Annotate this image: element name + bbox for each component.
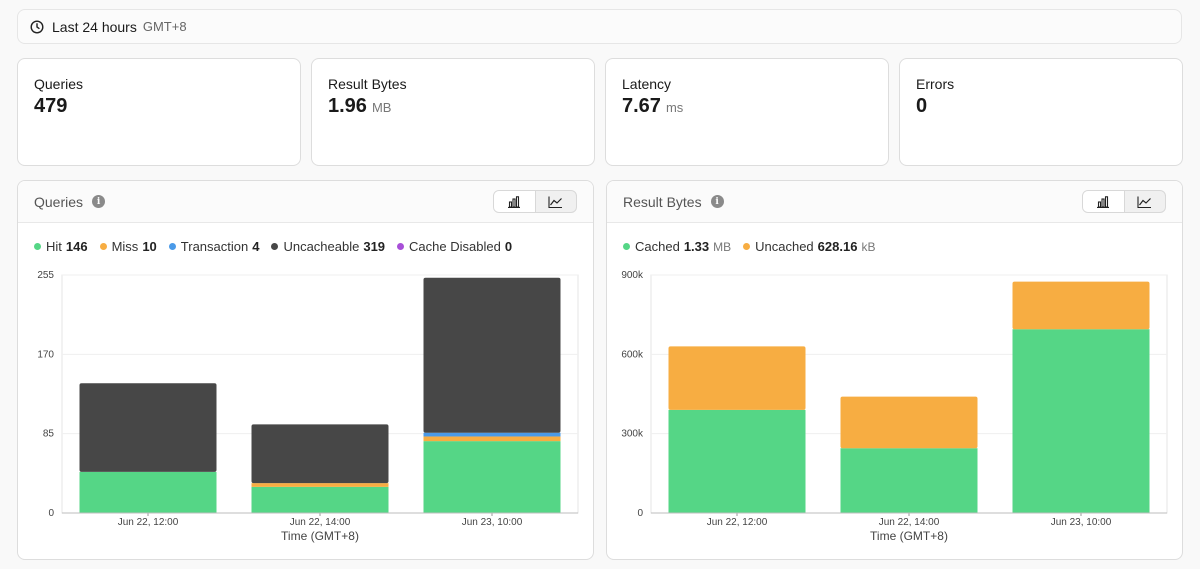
info-icon[interactable]: i xyxy=(92,195,106,208)
x-axis-title: Time (GMT+8) xyxy=(870,529,948,543)
y-tick-label: 255 xyxy=(37,270,54,281)
bar-chart-icon xyxy=(1097,195,1110,208)
legend-unit: kB xyxy=(861,239,876,254)
line-chart-button[interactable] xyxy=(1125,191,1166,212)
bar-transaction xyxy=(423,432,561,437)
legend-name: Uncached xyxy=(755,239,814,254)
bar-uncached xyxy=(1012,281,1150,330)
line-chart-button[interactable] xyxy=(536,191,577,212)
stat-label: Latency xyxy=(622,76,672,92)
legend-name: Miss xyxy=(111,239,139,254)
legend-name: Cache Disabled xyxy=(409,239,501,254)
bar-uncacheable xyxy=(251,424,389,484)
stat-value: 479 xyxy=(34,95,68,117)
bar-uncacheable xyxy=(423,277,561,433)
line-chart-icon xyxy=(548,196,563,208)
bar-miss xyxy=(251,483,389,487)
legend-dot xyxy=(34,243,41,250)
legend-dot xyxy=(271,243,279,250)
legend-item-uncached[interactable]: Uncached 628.16 kB xyxy=(743,239,875,254)
result-bytes-bar-chart: 0 300k 600k 900k Jun 22, 12:00 Jun 22, 14:00 J… xyxy=(621,270,1168,543)
x-tick-label: Jun 22, 14:00 xyxy=(879,517,940,528)
bar-chart-icon xyxy=(508,195,521,208)
bar-uncached xyxy=(840,396,978,449)
legend-dot xyxy=(168,243,176,250)
queries-chart-panel: Queries i Hit 146 Miss 10 xyxy=(17,180,594,560)
bar-uncacheable xyxy=(79,383,217,472)
y-tick-label: 900k xyxy=(621,270,644,281)
legend-dot xyxy=(99,243,107,250)
legend-name: Transaction xyxy=(180,239,249,254)
legend-item-transaction[interactable]: Transaction 4 xyxy=(168,239,260,254)
stat-label: Errors xyxy=(916,76,955,92)
y-tick-label: 85 xyxy=(43,429,55,440)
legend-value: 146 xyxy=(65,239,88,254)
x-axis-title: Time (GMT+8) xyxy=(281,529,359,543)
legend-value: 319 xyxy=(363,239,386,254)
bar-miss xyxy=(423,436,561,442)
stat-label: Result Bytes xyxy=(328,76,407,92)
legend-item-cached[interactable]: Cached 1.33 MB xyxy=(623,239,731,254)
x-tick-label: Jun 22, 14:00 xyxy=(290,517,351,528)
queries-bar-chart: 0 85 170 255 Jun 22, 12:00 Jun 22, 14:00 Jun 2… xyxy=(37,270,579,543)
stat-value: 0 xyxy=(916,95,928,117)
chart-legend: Hit 146 Miss 10 Transaction 4 Uncacheabl… xyxy=(34,239,524,254)
bar-hit xyxy=(79,471,217,513)
bar-uncached xyxy=(668,346,806,410)
stat-card-queries: Queries 479 xyxy=(17,58,301,166)
chart-type-toggle xyxy=(493,190,577,213)
x-tick-label: Jun 22, 12:00 xyxy=(707,517,768,528)
y-tick-label: 170 xyxy=(37,349,54,360)
legend-name: Cached xyxy=(635,239,680,254)
legend-dot xyxy=(623,243,630,250)
legend-unit: MB xyxy=(713,239,732,254)
stat-value: 1.96 xyxy=(328,95,367,117)
legend-value: 10 xyxy=(142,239,157,254)
panel-title: Result Bytes xyxy=(623,193,702,210)
legend-value: 628.16 xyxy=(817,239,858,254)
panel-title: Queries xyxy=(34,193,84,210)
x-tick-label: Jun 23, 10:00 xyxy=(1051,517,1112,528)
bar-hit xyxy=(251,486,389,513)
legend-item-miss[interactable]: Miss 10 xyxy=(99,239,157,254)
legend-item-hit[interactable]: Hit 146 xyxy=(34,239,88,254)
stat-card-result-bytes: Result Bytes 1.96 MB xyxy=(311,58,595,166)
stat-unit: MB xyxy=(371,100,392,115)
chart-type-toggle xyxy=(1082,190,1166,213)
stat-label: Queries xyxy=(34,76,84,92)
y-tick-label: 300k xyxy=(621,429,644,440)
info-icon[interactable]: i xyxy=(710,195,724,208)
stat-card-latency: Latency 7.67 ms xyxy=(605,58,889,166)
legend-name: Hit xyxy=(46,239,62,254)
clock-icon xyxy=(30,19,44,34)
bar-chart-button[interactable] xyxy=(1083,191,1125,212)
legend-dot xyxy=(397,243,405,250)
y-tick-label: 0 xyxy=(48,508,54,519)
bar-hit xyxy=(423,441,561,513)
line-chart-icon xyxy=(1137,196,1152,208)
stat-value: 7.67 xyxy=(622,95,661,117)
timezone-label: GMT+8 xyxy=(142,19,187,34)
legend-value: 1.33 xyxy=(683,239,710,254)
bar-cached xyxy=(1012,329,1150,513)
legend-item-uncacheable[interactable]: Uncacheable 319 xyxy=(271,239,385,254)
time-range-selector[interactable]: Last 24 hours GMT+8 xyxy=(17,9,1182,44)
x-tick-label: Jun 22, 12:00 xyxy=(118,517,179,528)
legend-item-cache-disabled[interactable]: Cache Disabled 0 xyxy=(397,239,512,254)
chart-legend: Cached 1.33 MB Uncached 628.16 kB xyxy=(623,239,887,254)
stat-card-errors: Errors 0 xyxy=(899,58,1183,166)
result-bytes-chart-panel: Result Bytes i Cached 1.33 MB xyxy=(606,180,1183,560)
legend-value: 0 xyxy=(504,239,513,254)
y-tick-label: 0 xyxy=(637,508,643,519)
stat-unit: ms xyxy=(665,100,684,115)
bar-cached xyxy=(668,409,806,513)
bar-cached xyxy=(840,448,978,513)
legend-value: 4 xyxy=(252,239,260,254)
y-tick-label: 600k xyxy=(621,349,644,360)
legend-dot xyxy=(743,243,751,250)
time-range-label: Last 24 hours xyxy=(52,18,137,35)
legend-name: Uncacheable xyxy=(283,239,360,254)
x-tick-label: Jun 23, 10:00 xyxy=(462,517,523,528)
bar-chart-button[interactable] xyxy=(494,191,536,212)
